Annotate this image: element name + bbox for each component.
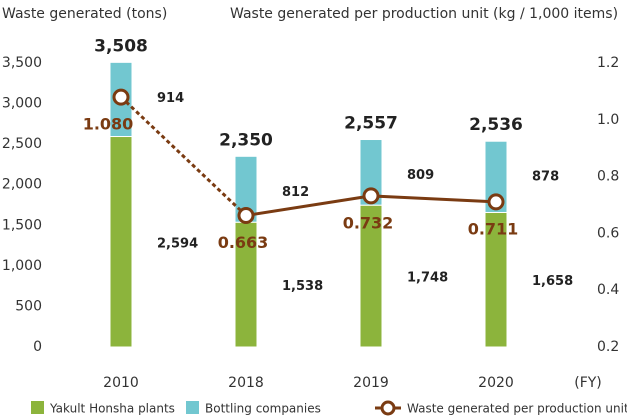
total-label: 2,557 — [344, 114, 398, 134]
x-unit-label: (FY) — [574, 375, 602, 391]
value-label: 2,594 — [157, 236, 198, 251]
legend-marker — [380, 400, 396, 416]
y2-tick-label: 1.0 — [597, 112, 619, 128]
line-value-label: 0.663 — [218, 233, 269, 252]
line-value-label: 1.080 — [83, 115, 134, 134]
value-label: 1,658 — [532, 274, 573, 289]
value-label: 1,748 — [407, 271, 448, 286]
y2-axis-label: Waste generated per production unit (kg … — [230, 6, 618, 22]
value-label: 812 — [282, 185, 309, 200]
line-value-label: 0.732 — [343, 213, 394, 232]
y2-tick-label: 0.8 — [597, 169, 619, 185]
y-tick-label: 1,500 — [2, 217, 42, 233]
y-tick-label: 1,000 — [2, 258, 42, 274]
y-tick-label: 500 — [15, 298, 42, 314]
legend-swatch — [186, 401, 199, 414]
legend-label: Bottling companies — [205, 402, 321, 416]
value-label: 878 — [532, 170, 559, 185]
line-marker — [362, 187, 380, 205]
x-tick-label: 2019 — [353, 375, 389, 391]
y-tick-label: 2,500 — [2, 136, 42, 152]
line-segment — [370, 194, 497, 204]
legend-swatch — [31, 401, 44, 414]
value-label: 809 — [407, 168, 434, 183]
line-segment — [245, 194, 372, 217]
line-value-label: 0.711 — [468, 219, 519, 238]
legend-label: Yakult Honsha plants — [49, 402, 175, 416]
x-tick-label: 2020 — [478, 375, 514, 391]
line-marker — [112, 88, 130, 106]
y-tick-label: 3,500 — [2, 55, 42, 71]
y-tick-label: 0 — [33, 339, 42, 355]
line-segment — [119, 95, 248, 217]
y-tick-label: 2,000 — [2, 177, 42, 193]
line-marker — [237, 207, 255, 225]
bar-segment — [484, 140, 508, 213]
x-tick-label: 2010 — [103, 375, 139, 391]
legend-label: Waste generated per production unit — [407, 402, 627, 416]
value-label: 1,538 — [282, 279, 323, 294]
value-label: 914 — [157, 91, 184, 106]
line-marker — [487, 193, 505, 211]
y2-tick-label: 0.4 — [597, 282, 619, 298]
total-label: 2,350 — [219, 130, 273, 150]
y2-tick-label: 1.2 — [597, 55, 619, 71]
total-label: 2,536 — [469, 115, 523, 135]
y2-tick-label: 0.6 — [597, 225, 619, 241]
y2-tick-label: 0.2 — [597, 339, 619, 355]
x-tick-label: 2018 — [228, 375, 264, 391]
bar-segment — [109, 136, 133, 348]
bar-segment — [359, 139, 383, 206]
y-tick-label: 3,000 — [2, 96, 42, 112]
total-label: 3,508 — [94, 36, 148, 56]
y-axis-label: Waste generated (tons) — [2, 6, 167, 22]
